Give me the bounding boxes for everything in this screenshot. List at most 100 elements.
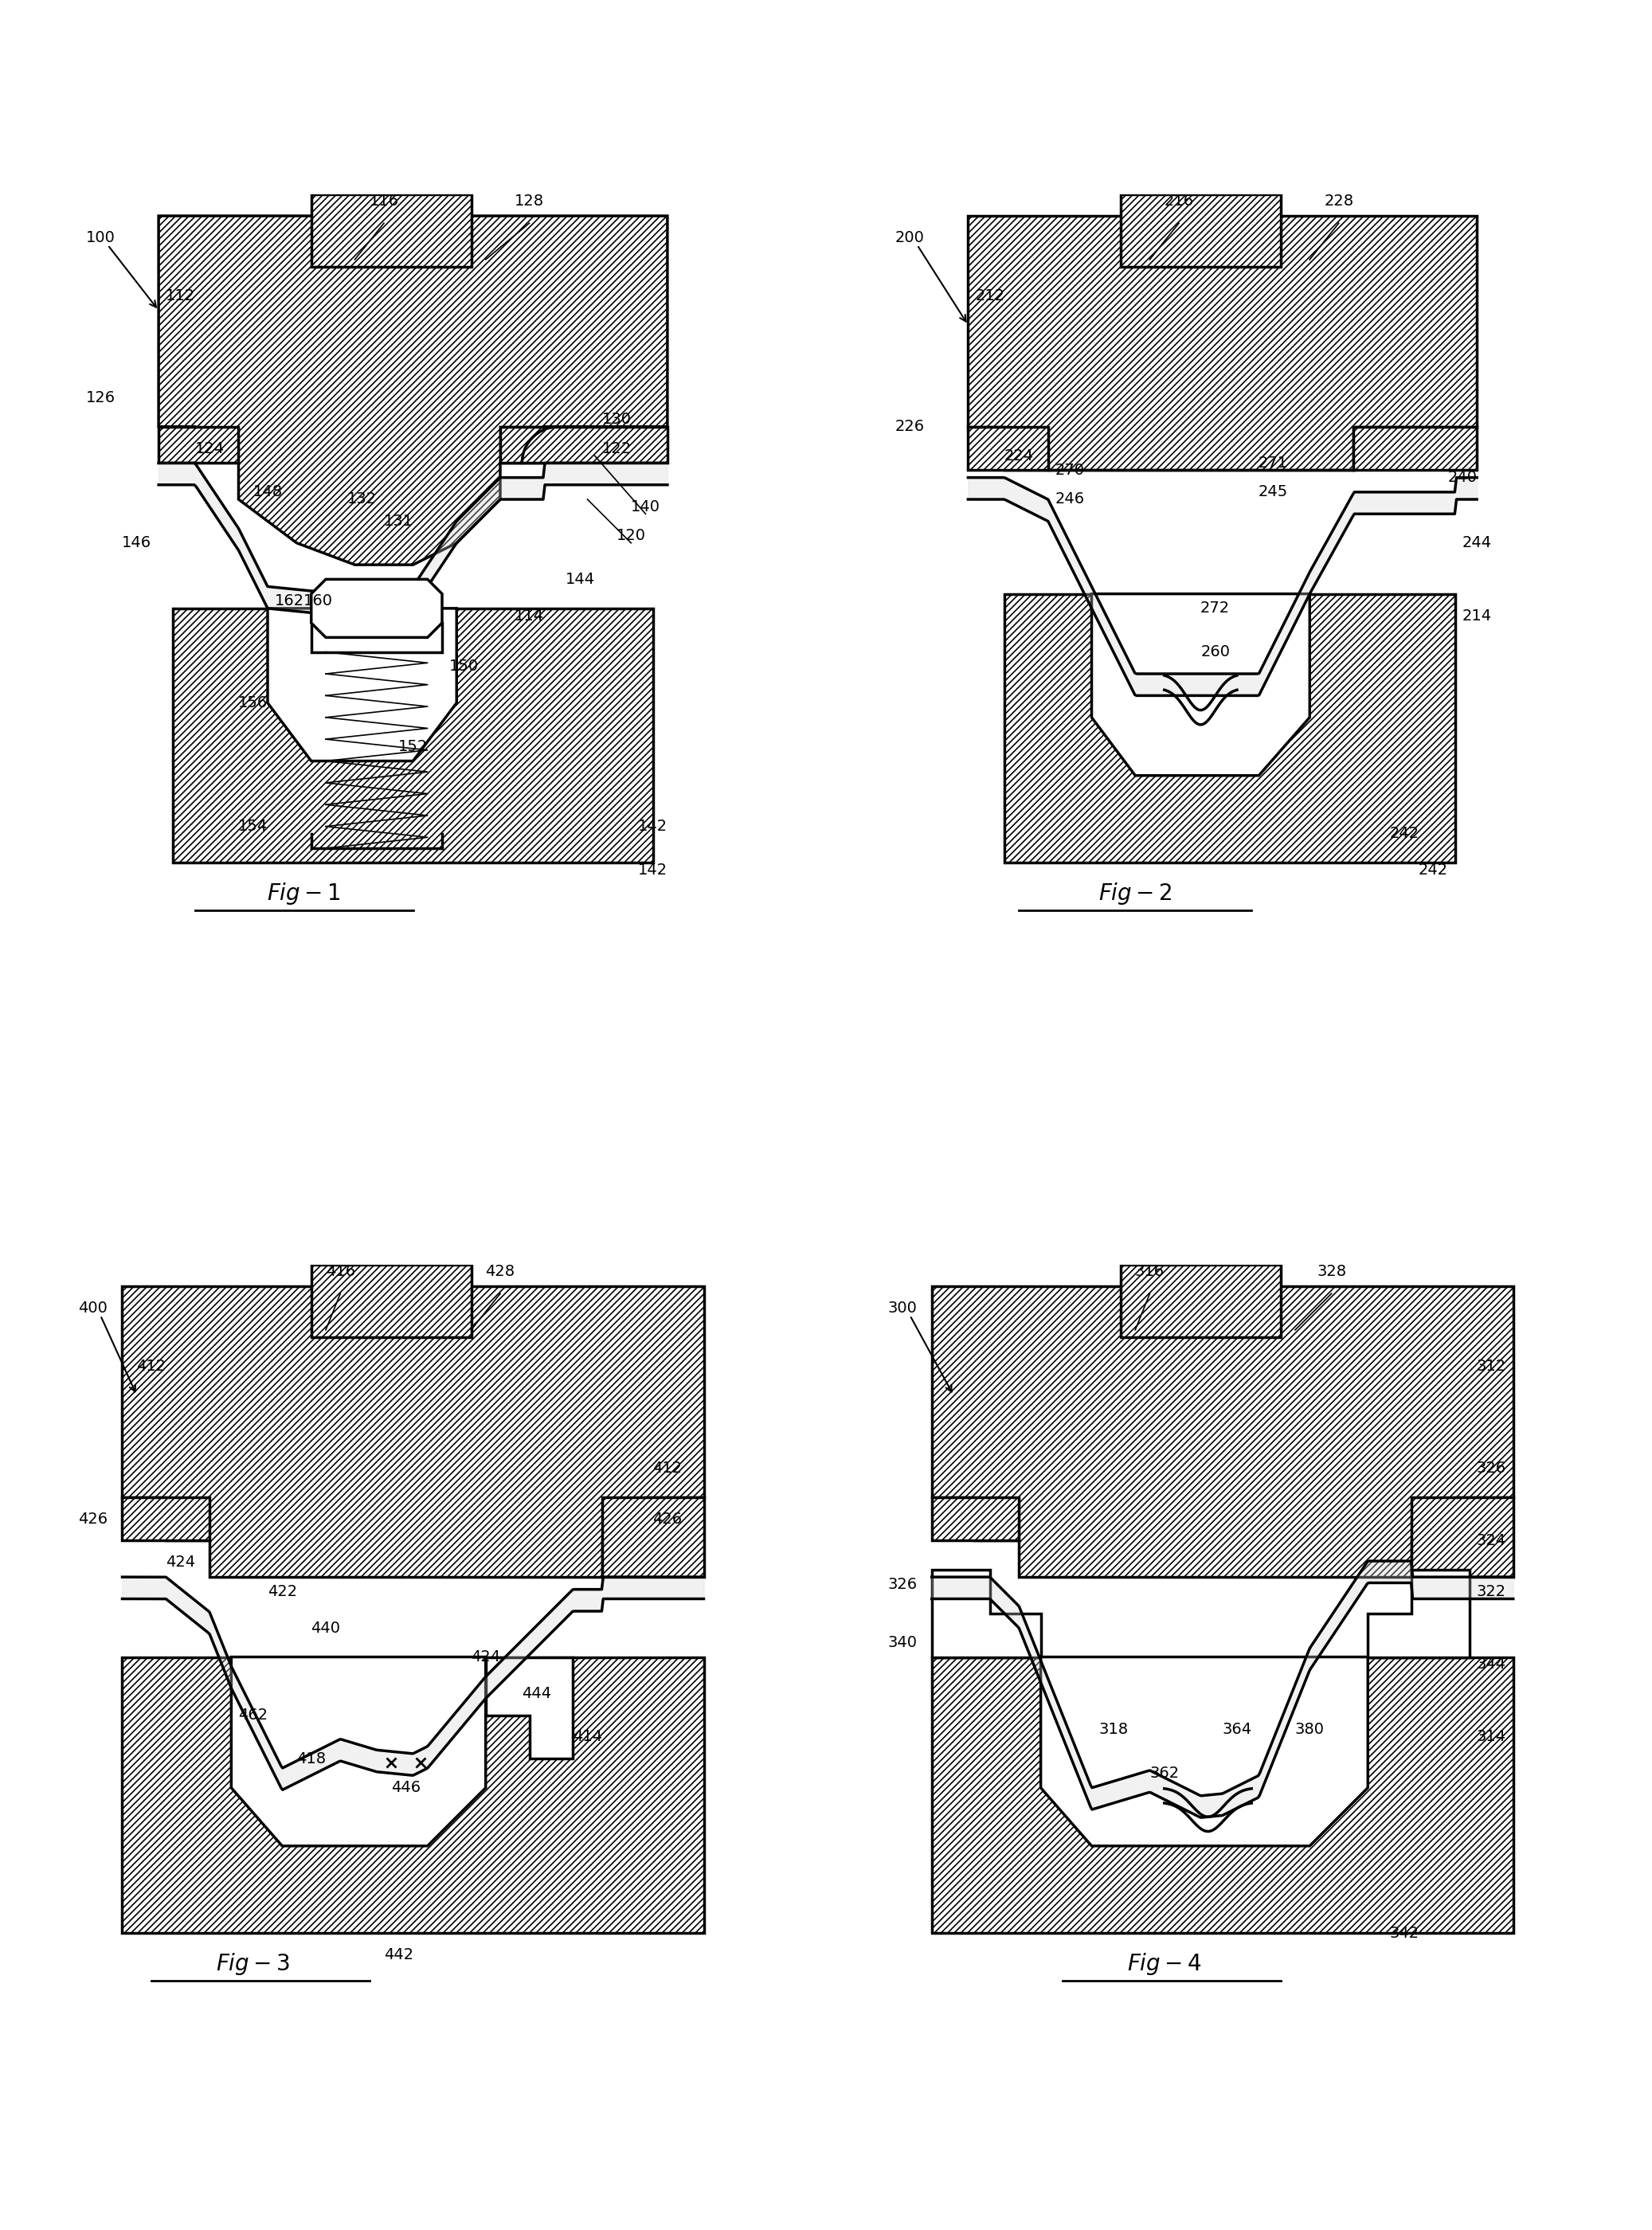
Polygon shape (1092, 593, 1310, 776)
Text: 364: 364 (1222, 1722, 1252, 1737)
Text: 442: 442 (383, 1947, 413, 1962)
Bar (159, 426, 238, 464)
Text: 326: 326 (887, 1577, 917, 1592)
Text: 242: 242 (1389, 825, 1419, 841)
Text: 216: 216 (1165, 194, 1194, 210)
Bar (601, 1496, 704, 1577)
Polygon shape (486, 1657, 573, 1759)
Text: 152: 152 (398, 738, 428, 754)
Text: 154: 154 (238, 818, 268, 834)
Text: 416: 416 (325, 1264, 355, 1280)
Bar (501, 426, 667, 464)
Text: 328: 328 (1317, 1264, 1346, 1280)
Text: 242: 242 (1419, 863, 1449, 879)
Text: 412: 412 (653, 1461, 682, 1476)
Text: 322: 322 (1477, 1583, 1507, 1599)
Bar (311, 622, 443, 651)
Text: 148: 148 (253, 484, 282, 500)
Text: 124: 124 (195, 442, 225, 457)
Bar (1353, 426, 1477, 471)
Text: 160: 160 (304, 593, 334, 609)
Text: 300: 300 (889, 1300, 917, 1316)
Text: 440: 440 (311, 1621, 340, 1635)
Text: $\mathit{Fig-3}$: $\mathit{Fig-3}$ (216, 1951, 291, 1976)
Text: 444: 444 (522, 1686, 552, 1701)
Text: 428: 428 (486, 1264, 515, 1280)
Text: 422: 422 (268, 1583, 297, 1599)
Polygon shape (122, 1287, 704, 1577)
Text: 446: 446 (392, 1780, 421, 1795)
Text: 426: 426 (653, 1512, 682, 1528)
Text: 128: 128 (514, 194, 544, 210)
Bar (173, 609, 653, 863)
Text: 412: 412 (137, 1358, 167, 1374)
Text: 270: 270 (1056, 462, 1085, 477)
Text: 260: 260 (1201, 644, 1231, 660)
Text: 112: 112 (165, 288, 195, 303)
Text: 140: 140 (631, 500, 661, 515)
Text: 340: 340 (887, 1635, 917, 1650)
Bar (1004, 593, 1455, 863)
Bar (932, 1657, 1513, 1933)
Polygon shape (231, 1657, 486, 1846)
Polygon shape (932, 1570, 1041, 1657)
Text: 240: 240 (1447, 471, 1477, 486)
Bar (1120, 1264, 1280, 1338)
Text: 344: 344 (1477, 1657, 1507, 1672)
Text: 144: 144 (565, 571, 595, 586)
Text: 132: 132 (347, 493, 377, 506)
Text: 462: 462 (238, 1708, 268, 1724)
Text: 245: 245 (1259, 484, 1289, 500)
Bar (1120, 194, 1280, 268)
Text: 214: 214 (1462, 609, 1492, 622)
Text: $\mathit{Fig-2}$: $\mathit{Fig-2}$ (1099, 881, 1171, 905)
Text: 362: 362 (1150, 1766, 1180, 1782)
Text: 244: 244 (1462, 535, 1492, 551)
Text: 120: 120 (616, 529, 646, 544)
Text: 162: 162 (274, 593, 304, 609)
Text: 100: 100 (86, 230, 116, 245)
Text: 414: 414 (573, 1728, 603, 1744)
Text: 146: 146 (122, 535, 152, 551)
Text: 150: 150 (449, 658, 479, 673)
Text: 316: 316 (1135, 1264, 1165, 1280)
Text: 424: 424 (471, 1650, 501, 1664)
Text: 131: 131 (383, 513, 413, 529)
Polygon shape (1368, 1570, 1470, 1657)
Polygon shape (311, 580, 443, 638)
Bar (311, 194, 471, 268)
Text: 142: 142 (638, 863, 667, 879)
Text: 324: 324 (1477, 1532, 1507, 1548)
Text: 314: 314 (1477, 1728, 1507, 1744)
Text: 272: 272 (1201, 600, 1231, 615)
Bar (968, 426, 1047, 471)
Text: 424: 424 (165, 1554, 195, 1570)
Text: 142: 142 (638, 818, 667, 834)
Text: 246: 246 (1056, 493, 1085, 506)
Text: 312: 312 (1477, 1358, 1507, 1374)
Text: 156: 156 (238, 696, 268, 711)
Bar (1411, 1496, 1513, 1577)
Text: 271: 271 (1259, 455, 1289, 471)
Text: $\mathit{Fig-1}$: $\mathit{Fig-1}$ (268, 881, 340, 905)
Bar (122, 1657, 704, 1933)
Text: 200: 200 (895, 230, 925, 245)
Text: 400: 400 (79, 1300, 107, 1316)
Text: 212: 212 (975, 288, 1004, 303)
Text: 122: 122 (601, 442, 631, 457)
Text: 418: 418 (296, 1751, 325, 1766)
Bar (311, 1264, 471, 1338)
Text: 228: 228 (1323, 194, 1353, 210)
Text: 126: 126 (86, 390, 116, 406)
Text: $\mathit{Fig-4}$: $\mathit{Fig-4}$ (1127, 1951, 1201, 1976)
Text: 380: 380 (1295, 1722, 1325, 1737)
Polygon shape (159, 216, 667, 564)
Text: 130: 130 (601, 413, 631, 426)
Text: 224: 224 (1004, 448, 1034, 464)
Polygon shape (1041, 1657, 1368, 1846)
Text: 116: 116 (368, 194, 398, 210)
Bar (501, 426, 544, 464)
Text: 342: 342 (1389, 1924, 1419, 1940)
Text: 426: 426 (78, 1512, 107, 1528)
Text: 326: 326 (1477, 1461, 1507, 1476)
